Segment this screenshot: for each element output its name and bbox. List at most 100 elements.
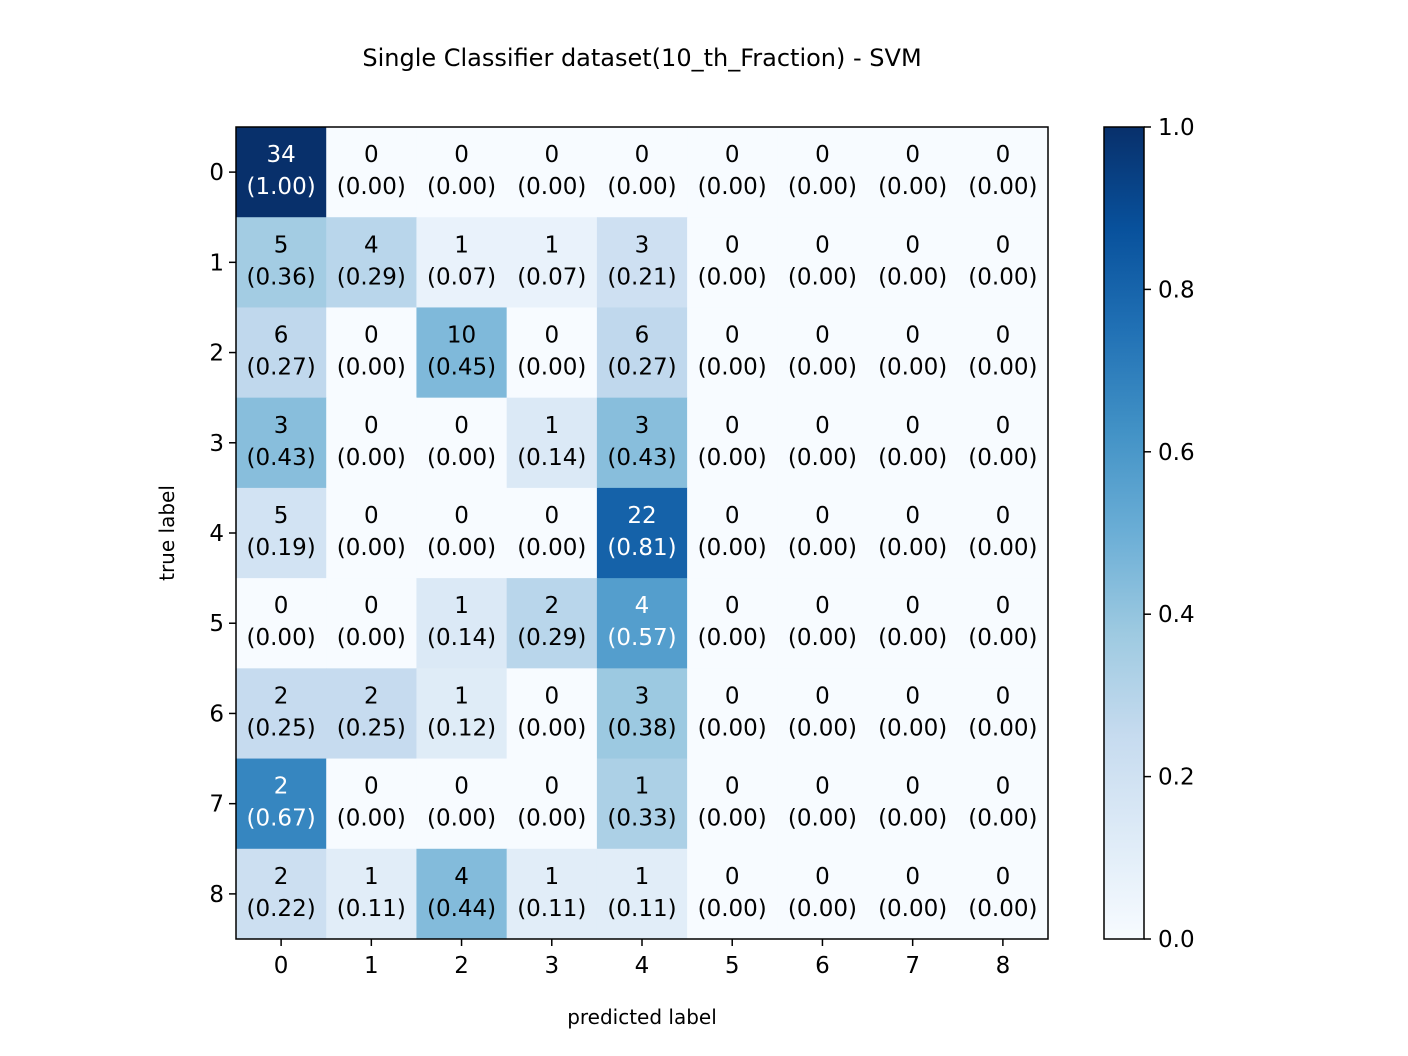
cell-fraction-label: (0.00) [698, 355, 767, 381]
cell-fraction-label: (0.33) [607, 806, 676, 832]
heatmap-cell [416, 578, 508, 669]
cell-fraction-label: (0.14) [517, 445, 586, 471]
cell-fraction-label: (0.00) [698, 174, 767, 200]
heatmap-cell [236, 307, 327, 399]
cell-count-label: 0 [364, 142, 379, 168]
cell-fraction-label: (0.36) [247, 264, 316, 290]
heatmap-cells [236, 127, 1049, 940]
heatmap-cell [687, 307, 778, 399]
cell-count-label: 1 [454, 683, 469, 709]
cell-fraction-label: (0.00) [878, 715, 947, 741]
cell-fraction-label: (0.00) [878, 535, 947, 561]
heatmap-cell [236, 217, 327, 308]
cell-count-label: 3 [635, 413, 650, 439]
cell-count-label: 0 [905, 774, 920, 800]
cell-count-label: 0 [996, 864, 1011, 890]
cell-fraction-label: (0.00) [698, 445, 767, 471]
cell-count-label: 4 [364, 232, 379, 258]
cell-fraction-label: (0.00) [878, 355, 947, 381]
heatmap-cell [957, 397, 1049, 489]
cell-fraction-label: (0.57) [607, 625, 676, 651]
heatmap-cell-labels: 3 4 (1.00) 0 (0.00) 0 (0.00) 0 (0.00) 0 (0.00) 0 (0.… [247, 142, 1038, 922]
heatmap-cell [236, 127, 327, 218]
cell-fraction-label: (0.00) [968, 535, 1037, 561]
cell-count-label: 0 [454, 413, 469, 439]
cell-count-label: 0 [725, 503, 740, 529]
cell-fraction-label: (0.00) [337, 355, 406, 381]
heatmap-cell [416, 127, 508, 218]
cell-count-label: 0 [905, 864, 920, 890]
cell-count-label: 0 [905, 323, 920, 349]
cell-count-label: 3 [635, 232, 650, 258]
y-tick-label: 5 [209, 611, 224, 637]
heatmap-cell [867, 758, 959, 850]
cell-count-label: 0 [364, 323, 379, 349]
cell-count-label: 2 [274, 774, 289, 800]
heatmap-cell [777, 758, 869, 850]
cell-fraction-label: (1.00) [247, 174, 316, 200]
cell-count-label: 0 [454, 774, 469, 800]
heatmap-cell [596, 127, 688, 218]
heatmap-cell [326, 848, 417, 940]
cell-fraction-label: (0.00) [968, 355, 1037, 381]
cell-fraction-label: (0.00) [427, 535, 496, 561]
cell-count-label: 2 [274, 864, 289, 890]
cell-count-label: 0 [364, 413, 379, 439]
cell-fraction-label: (0.00) [788, 174, 857, 200]
cell-fraction-label: (0.00) [698, 896, 767, 922]
cell-count-label: 10 [447, 323, 476, 349]
cell-fraction-label: (0.07) [427, 264, 496, 290]
cell-count-label: 22 [627, 503, 656, 529]
heatmap-cell [777, 848, 869, 940]
y-tick-label: 3 [209, 431, 224, 457]
cell-fraction-label: (0.00) [517, 174, 586, 200]
cell-count-label: 0 [635, 142, 650, 168]
x-tick-label: 8 [996, 953, 1011, 979]
colorbar-tick-label: 0.6 [1158, 440, 1195, 466]
cell-fraction-label: (0.00) [968, 445, 1037, 471]
heatmap-cell [326, 487, 417, 579]
cell-count-label: 0 [996, 232, 1011, 258]
cell-fraction-label: (0.00) [247, 625, 316, 651]
x-tick-label: 6 [815, 953, 830, 979]
cell-fraction-label: (0.00) [337, 535, 406, 561]
heatmap-cell [596, 578, 688, 669]
cell-fraction-label: (0.67) [247, 806, 316, 832]
heatmap-cell [867, 578, 959, 669]
heatmap-cell [777, 668, 869, 760]
y-axis-ticks: 0 1 2 3 4 5 6 7 8 [209, 160, 236, 908]
cell-count-label: 2 [274, 683, 289, 709]
cell-fraction-label: (0.00) [878, 264, 947, 290]
x-tick-label: 7 [905, 953, 920, 979]
cell-fraction-label: (0.00) [788, 625, 857, 651]
cell-count-label: 5 [274, 503, 289, 529]
heatmap-cell [777, 487, 869, 579]
heatmap-cell [687, 217, 778, 308]
heatmap-cell [596, 217, 688, 308]
heatmap-cell [326, 668, 417, 760]
cell-count-label: 0 [725, 413, 740, 439]
cell-fraction-label: (0.00) [788, 806, 857, 832]
x-tick-label: 4 [635, 953, 650, 979]
cell-fraction-label: (0.00) [698, 625, 767, 651]
y-tick-label: 7 [209, 792, 224, 818]
cell-count-label: 0 [725, 142, 740, 168]
cell-fraction-label: (0.00) [607, 174, 676, 200]
cell-count-label: 0 [815, 232, 830, 258]
cell-fraction-label: (0.00) [517, 806, 586, 832]
cell-count-label: 0 [364, 774, 379, 800]
cell-count-label: 0 [454, 503, 469, 529]
heatmap-cell [687, 668, 778, 760]
heatmap-cell [236, 668, 327, 760]
y-tick-label: 4 [209, 521, 224, 547]
cell-fraction-label: (0.00) [968, 896, 1037, 922]
chart-title: Single Classifier dataset(10_th_Fraction… [362, 44, 921, 72]
cell-count-label: 0 [815, 774, 830, 800]
cell-fraction-label: (0.00) [968, 715, 1037, 741]
cell-fraction-label: (0.19) [247, 535, 316, 561]
cell-fraction-label: (0.00) [337, 174, 406, 200]
cell-fraction-label: (0.38) [607, 715, 676, 741]
cell-count-label: 3 [635, 683, 650, 709]
cell-fraction-label: (0.00) [517, 355, 586, 381]
heatmap-cell [236, 848, 327, 940]
